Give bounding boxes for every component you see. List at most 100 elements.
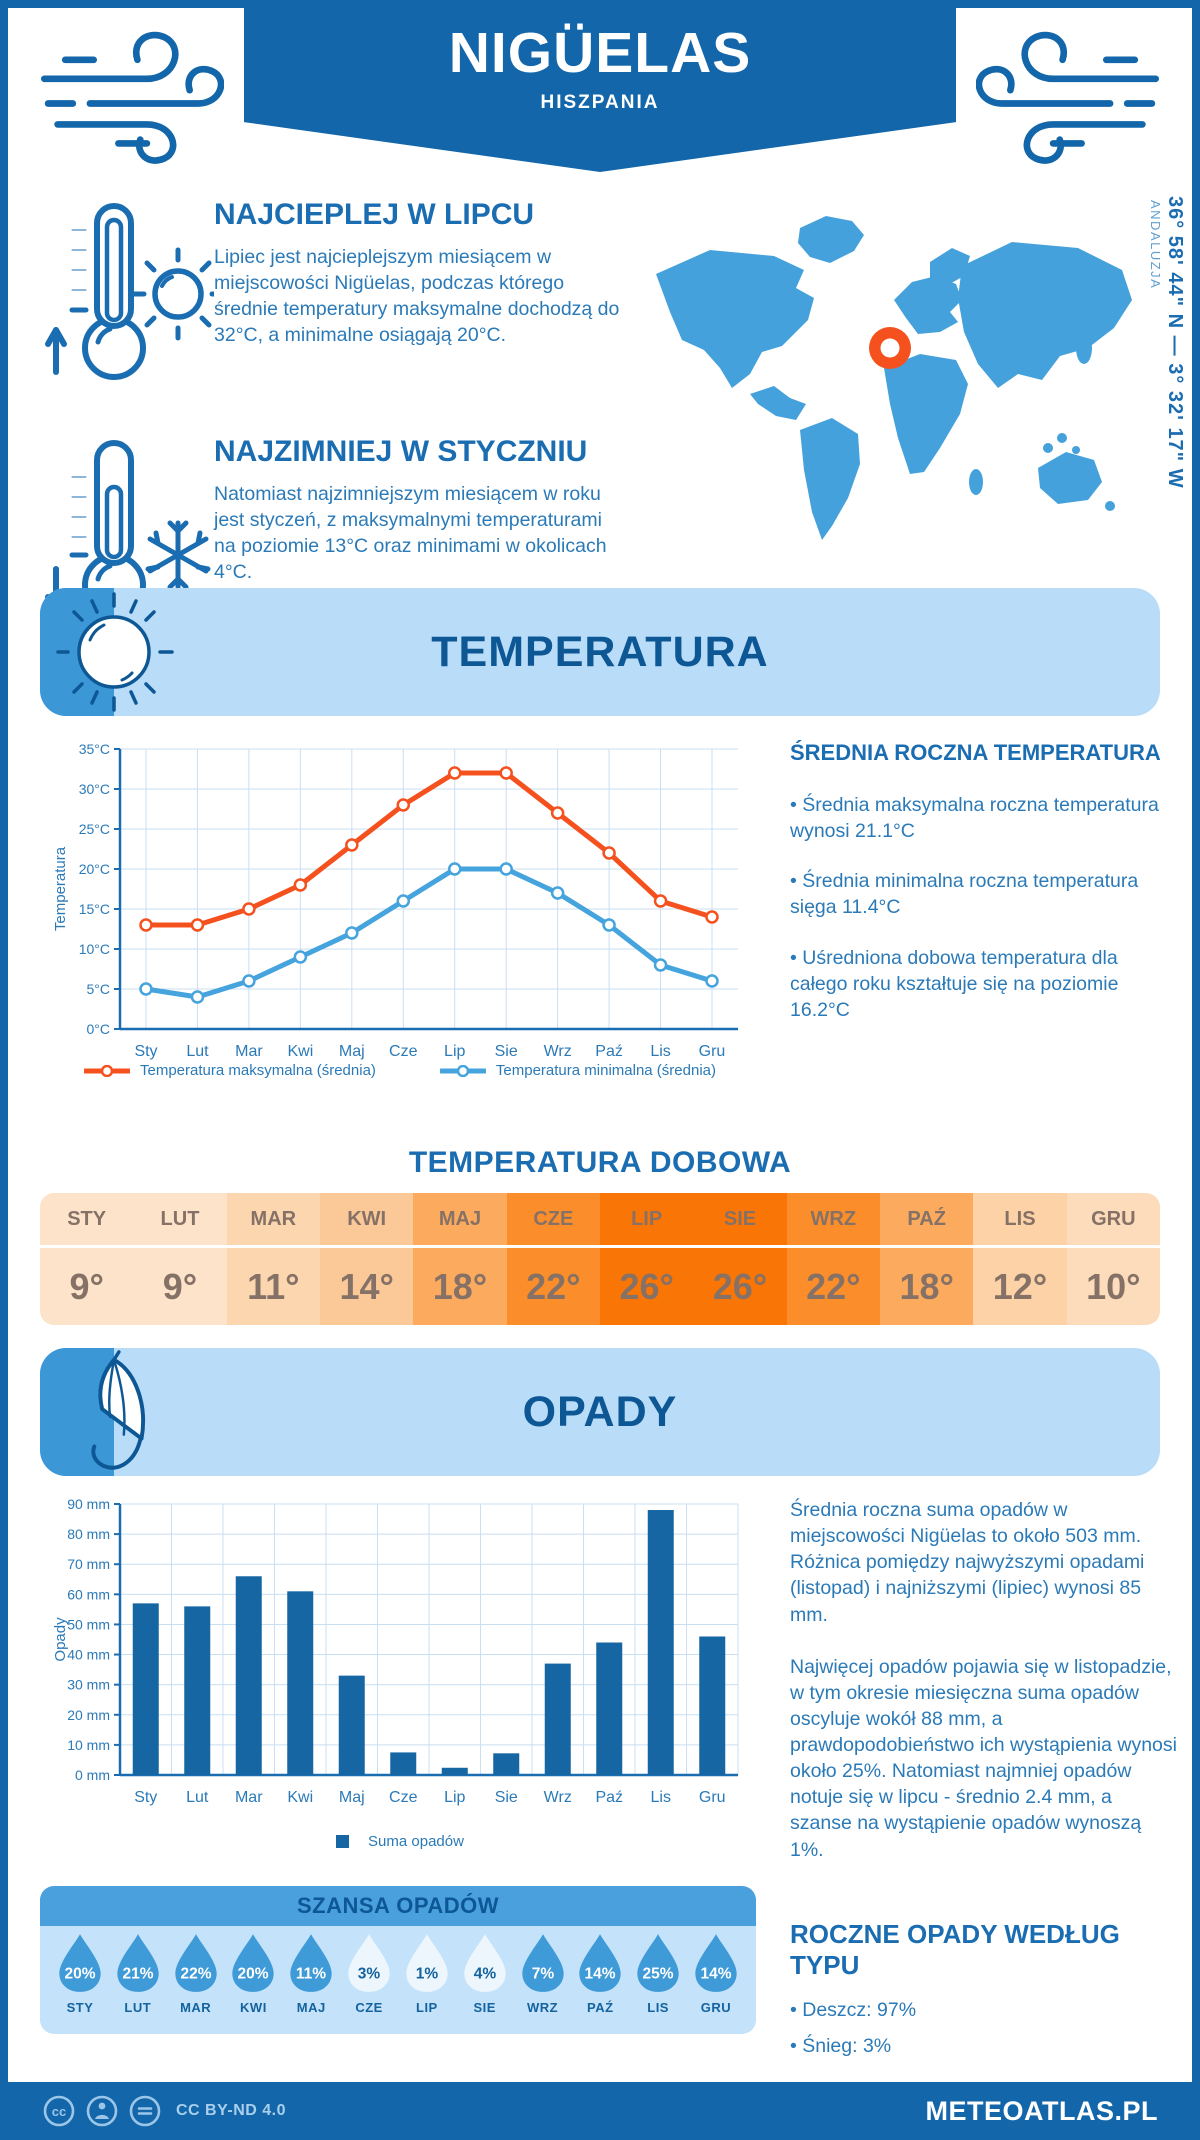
daily-table-column: PAŹ 18°: [880, 1193, 974, 1325]
legend-item: Temperatura minimalna (średnia): [439, 1062, 716, 1079]
svg-text:22%: 22%: [180, 1966, 211, 1983]
svg-text:Lis: Lis: [651, 1789, 671, 1806]
daily-table-column: SIE 26°: [693, 1193, 787, 1325]
chance-month-label: SIE: [473, 2000, 496, 2015]
svg-text:Opady: Opady: [52, 1617, 69, 1662]
svg-text:Lut: Lut: [186, 1789, 209, 1806]
daily-table-month: KWI: [320, 1193, 414, 1248]
temperature-chart-legend: Temperatura maksymalna (średnia) Temperat…: [50, 1062, 750, 1079]
svg-text:Wrz: Wrz: [544, 1043, 572, 1060]
thermometer-sun-icon: [42, 198, 225, 391]
svg-text:1%: 1%: [416, 1966, 439, 1983]
coordinates-block: 36° 58' 44" N — 3° 32' 17" W ANDALUZJA: [1148, 196, 1186, 586]
svg-text:Temperatura: Temperatura: [52, 846, 69, 931]
legend-item: Temperatura maksymalna (średnia): [83, 1062, 376, 1079]
svg-text:21%: 21%: [122, 1966, 153, 1983]
chance-month-label: WRZ: [526, 2000, 559, 2015]
chance-droplet: 25% LIS: [632, 1932, 684, 2034]
svg-text:0°C: 0°C: [87, 1021, 111, 1037]
svg-text:80 mm: 80 mm: [67, 1526, 110, 1542]
svg-text:15°C: 15°C: [79, 901, 110, 917]
daily-table-month: MAJ: [413, 1193, 507, 1248]
annual-temp-bullet: • Uśredniona dobowa temperatura dla całe…: [790, 946, 1119, 1021]
svg-text:30 mm: 30 mm: [67, 1677, 110, 1693]
chance-month-label: PAŹ: [587, 2000, 614, 2015]
daily-temperature-table: STY 9° LUT 9° MAR 11° KWI 14° MAJ 18° CZE 22° LIP 26°…: [40, 1193, 1160, 1325]
svg-text:25%: 25%: [643, 1966, 674, 1983]
svg-text:50 mm: 50 mm: [67, 1616, 110, 1632]
precipitation-chance-droplets: 20% STY 21% LUT 22% MAR 20% KWI 11% MAJ 3% CZE 1% LIP…: [40, 1926, 756, 2034]
svg-text:Wrz: Wrz: [544, 1789, 572, 1806]
sun-icon: [56, 592, 174, 712]
svg-text:35°C: 35°C: [79, 741, 110, 757]
daily-table-month: MAR: [226, 1193, 320, 1248]
legend-item: Suma opadów: [336, 1833, 464, 1850]
location-marker: [869, 327, 911, 369]
daily-table-month: GRU: [1066, 1193, 1160, 1248]
precipitation-type-bullet: • Deszcz: 97%: [790, 1998, 917, 2021]
svg-text:14%: 14%: [585, 1966, 616, 1983]
daily-table-value: 18°: [432, 1265, 488, 1307]
svg-text:20%: 20%: [64, 1966, 95, 1983]
daily-table-month: CZE: [506, 1193, 600, 1248]
coldest-month-block: NAJZIMNIEJ W STYCZNIU Natomiast najzimni…: [42, 435, 627, 628]
svg-text:Cze: Cze: [389, 1043, 418, 1060]
chance-month-label: MAJ: [296, 2000, 326, 2015]
daily-table-value: 14°: [339, 1265, 394, 1307]
header-ribbon: NIGÜELAS HISZPANIA: [244, 0, 956, 172]
chance-droplet: 20% STY: [54, 1932, 106, 2034]
wind-icon: [40, 31, 224, 164]
daily-table-month: LUT: [133, 1193, 227, 1248]
annual-temp-bullet: • Średnia maksymalna roczna temperatura …: [790, 794, 1159, 843]
annual-temperature-heading: ŚREDNIA ROCZNA TEMPERATURA: [790, 740, 1161, 765]
precipitation-banner: OPADY: [40, 1348, 1160, 1476]
daily-table-column: WRZ 22°: [786, 1193, 880, 1325]
daily-table-column: STY 9°: [40, 1193, 134, 1325]
temperature-section-title: TEMPERATURA: [431, 627, 769, 676]
svg-text:Lis: Lis: [650, 1043, 670, 1060]
svg-text:3%: 3%: [358, 1966, 381, 1983]
precipitation-type-heading: ROCZNE OPADY WEDŁUG TYPU: [790, 1918, 1120, 1980]
warmest-month-text: Lipiec jest najcieplejszym miesiącem w m…: [214, 246, 620, 347]
svg-text:Kwi: Kwi: [287, 1043, 313, 1060]
map-block: 36° 58' 44" N — 3° 32' 17" W ANDALUZJA: [632, 196, 1188, 592]
intro-section: NAJCIEPLEJ W LIPCU Lipiec jest najcieple…: [42, 198, 627, 672]
svg-text:Mar: Mar: [235, 1789, 263, 1806]
daily-table-column: LIS 12°: [973, 1193, 1067, 1325]
svg-text:70 mm: 70 mm: [67, 1556, 110, 1572]
chance-droplet: 7% WRZ: [517, 1932, 569, 2034]
daily-table-column: MAJ 18°: [413, 1193, 507, 1325]
svg-text:30°C: 30°C: [79, 781, 110, 797]
daily-table-column: MAR 11°: [226, 1193, 320, 1325]
daily-table-value: 18°: [899, 1265, 954, 1307]
daily-table-column: LUT 9°: [133, 1193, 227, 1325]
svg-text:Paź: Paź: [595, 1043, 623, 1060]
wind-icon: [976, 31, 1160, 164]
daily-table-column: LIP 26°: [600, 1193, 694, 1325]
svg-text:20%: 20%: [238, 1966, 269, 1983]
precipitation-chance-title: SZANSA OPADÓW: [40, 1886, 756, 1926]
svg-text:Maj: Maj: [339, 1789, 365, 1806]
daily-temperature-title: TEMPERATURA DOBOWA: [408, 1146, 792, 1179]
svg-text:Lip: Lip: [444, 1789, 465, 1806]
daily-table-month: SIE: [693, 1193, 787, 1248]
coordinates-label: 36° 58' 44" N — 3° 32' 17" W: [1164, 196, 1186, 489]
precipitation-paragraph: Najwięcej opadów pojawia się w listopadz…: [790, 1655, 1177, 1861]
annual-temp-bullet: • Średnia minimalna roczna temperatura s…: [790, 870, 1139, 919]
chance-month-label: GRU: [700, 2000, 732, 2015]
world-map: [656, 216, 1132, 540]
nd-equals-icon: [129, 2095, 161, 2127]
daily-table-value: 9°: [69, 1265, 104, 1307]
daily-table-value: 26°: [619, 1265, 674, 1307]
svg-text:Lut: Lut: [186, 1043, 209, 1060]
precipitation-banner-strip: [40, 1348, 114, 1476]
region-label: ANDALUZJA: [1148, 200, 1163, 290]
chance-droplet: 21% LUT: [112, 1932, 164, 2034]
svg-text:Cze: Cze: [389, 1789, 418, 1806]
svg-text:Mar: Mar: [235, 1043, 263, 1060]
precipitation-chance-panel: SZANSA OPADÓW 20% STY 21% LUT 22% MAR 20% KWI 11…: [40, 1886, 756, 2034]
chance-month-label: STY: [66, 2000, 94, 2015]
daily-table-month: LIP: [600, 1193, 694, 1248]
chance-droplet: 3% CZE: [343, 1932, 395, 2034]
cc-icon: cc: [43, 2095, 75, 2127]
